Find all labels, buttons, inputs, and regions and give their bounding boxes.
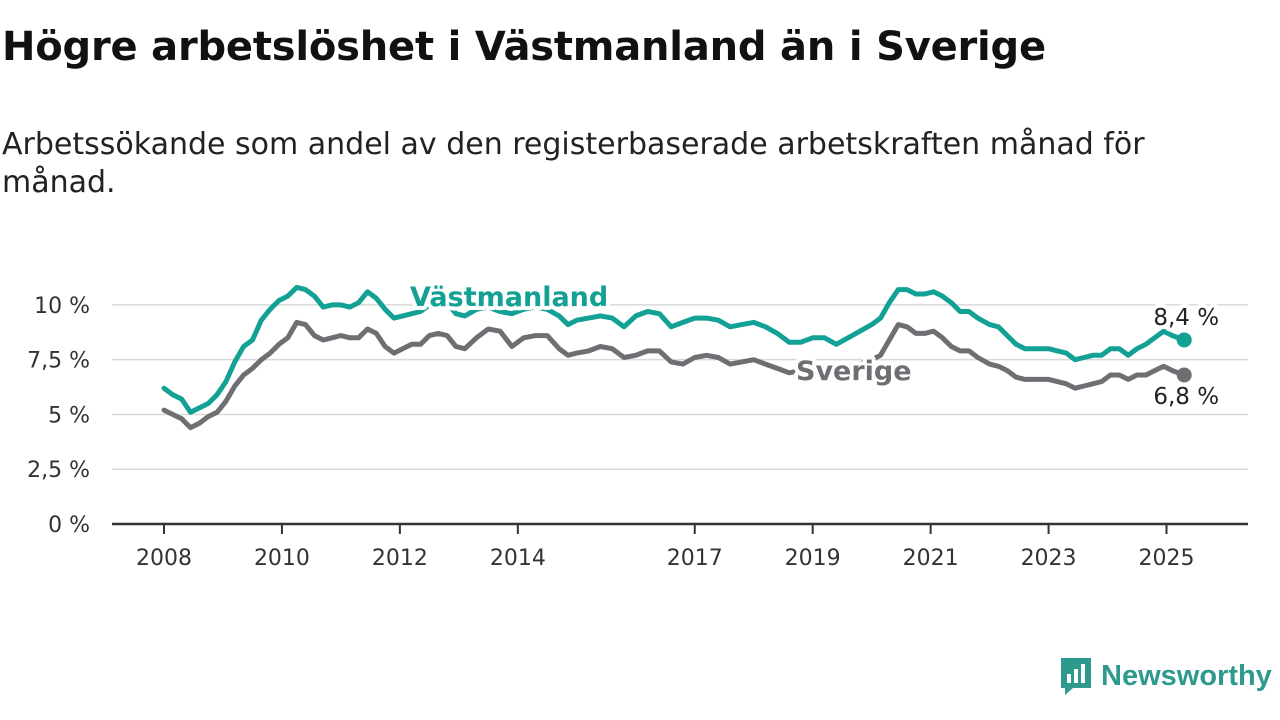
x-tick-label: 2023 — [1021, 546, 1077, 571]
y-tick-label: 5 % — [48, 403, 90, 428]
end-value-vastmanland-group: 8,4 %8,4 % — [1149, 301, 1223, 335]
end-point-västmanland — [1176, 332, 1192, 348]
series-label-vastmanland: Västmanland — [410, 282, 608, 313]
end-value-sverige-group: 6,8 %6,8 % — [1149, 380, 1223, 414]
x-tick-label: 2014 — [490, 546, 546, 571]
x-tick-label: 2017 — [667, 546, 723, 571]
newsworthy-logo: Newsworthy — [1059, 656, 1272, 696]
end-point-sverige — [1176, 367, 1192, 383]
series-lines — [161, 284, 1192, 431]
x-tick-label: 2025 — [1139, 546, 1195, 571]
x-tick-label: 2008 — [136, 546, 192, 571]
chart-title: Högre arbetslöshet i Västmanland än i Sv… — [2, 24, 1046, 70]
end-value-sverige: 6,8 % — [1153, 384, 1219, 410]
end-value-sverige-halo: 6,8 % — [1153, 384, 1219, 410]
line-chart: 0 % 2,5 % 5 % 7,5 % 10 % 2008 2010 2012 2014 2017… — [27, 278, 1248, 571]
x-tick-label: 2010 — [254, 546, 310, 571]
series-line-sverige — [161, 319, 1187, 431]
series-line-västmanland — [161, 284, 1187, 415]
end-value-vastmanland: 8,4 % — [1153, 305, 1219, 331]
axes: 0 % 2,5 % 5 % 7,5 % 10 % 2008 2010 2012 2014 2017… — [27, 294, 1248, 571]
series-label-vastmanland-halo: Västmanland — [410, 282, 608, 313]
chart-subtitle: Arbetssökande som andel av den registerb… — [2, 127, 1145, 200]
x-tick-label: 2021 — [903, 546, 959, 571]
end-value-vastmanland-halo: 8,4 % — [1153, 305, 1219, 331]
gridlines — [112, 304, 1248, 470]
series-label-sverige-halo: Sverige — [796, 356, 912, 387]
x-tick-label: 2012 — [372, 546, 428, 571]
series-label-sverige: Sverige — [796, 356, 912, 387]
y-tick-label: 2,5 % — [27, 458, 90, 483]
y-tick-label: 7,5 % — [27, 349, 90, 374]
y-tick-label: 10 % — [34, 294, 90, 319]
brand-name: Newsworthy — [1101, 659, 1272, 692]
newsworthy-logo-icon — [1061, 658, 1091, 695]
x-tick-label: 2019 — [785, 546, 841, 571]
y-tick-label: 0 % — [48, 513, 90, 538]
